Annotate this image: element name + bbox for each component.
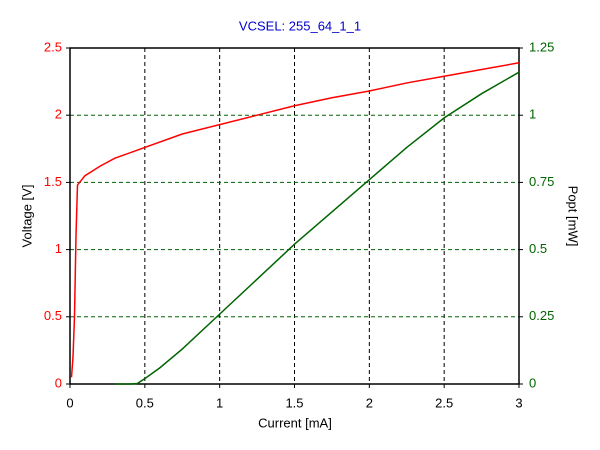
data-line — [114, 71, 520, 385]
y-tick-label: 2.5 — [44, 39, 62, 54]
x-tick-label: 1 — [216, 395, 223, 410]
y-tick-label: 1 — [55, 241, 62, 256]
x-axis-label: Current [mA] — [258, 415, 332, 430]
x-tick-label: 0.5 — [136, 395, 154, 410]
plot-frame — [69, 47, 520, 385]
x-tick-label: 2.5 — [435, 395, 453, 410]
y2-axis-label: Popt [mW] — [566, 186, 581, 247]
x-tick-label: 0 — [66, 395, 73, 410]
y-tick-label: 0.5 — [44, 308, 62, 323]
y2-tick-label: 0.5 — [529, 241, 547, 256]
y2-tick-label: 1.25 — [529, 39, 554, 54]
y2-tick-label: 0.25 — [529, 308, 554, 323]
chart-title: VCSEL: 255_64_1_1 — [239, 18, 361, 33]
y2-tick-label: 0.75 — [529, 174, 554, 189]
data-line — [70, 62, 520, 378]
y-tick-label: 0 — [55, 375, 62, 390]
y-axis-label: Voltage [V] — [19, 185, 34, 248]
y-tick-label: 2 — [55, 107, 62, 122]
x-tick-label: 2 — [366, 395, 373, 410]
y2-tick-label: 1 — [529, 107, 536, 122]
x-tick-label: 3 — [515, 395, 522, 410]
y2-tick-label: 0 — [529, 375, 536, 390]
y-tick-label: 1.5 — [44, 174, 62, 189]
x-tick-label: 1.5 — [285, 395, 303, 410]
